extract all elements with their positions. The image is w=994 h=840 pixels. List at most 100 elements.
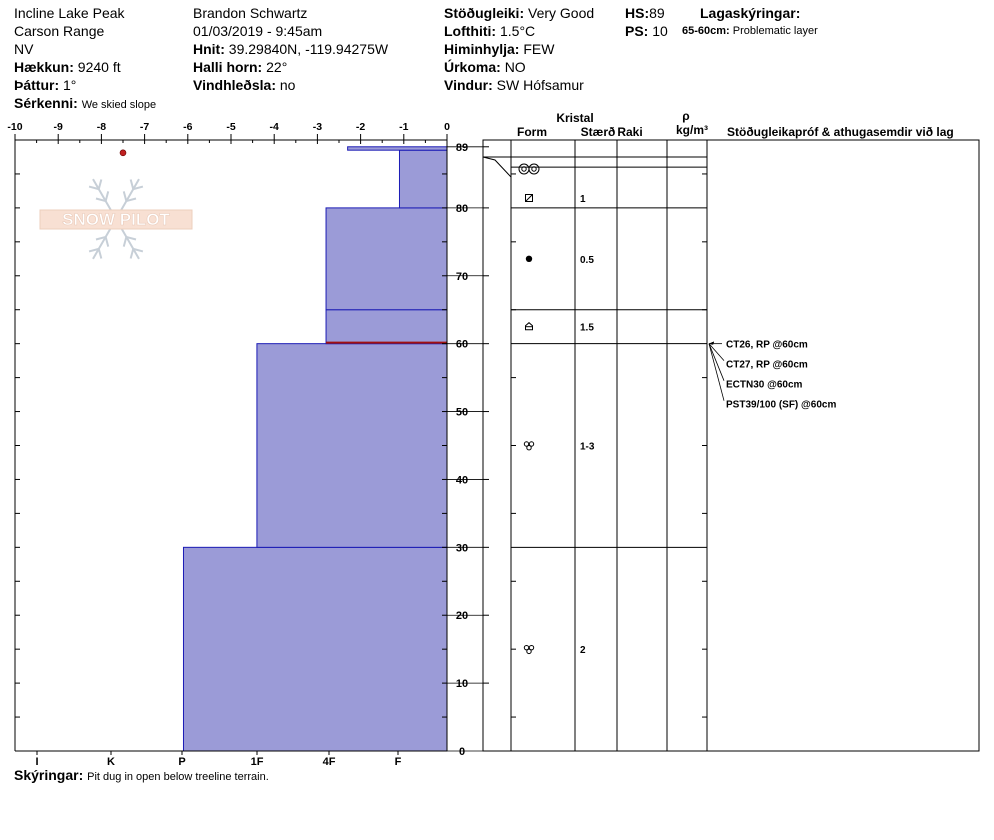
stability-test-label: PST39/100 (SF) @60cm bbox=[726, 400, 836, 411]
height-tick-label: 80 bbox=[456, 203, 468, 215]
hardness-tick-label: I bbox=[35, 756, 38, 768]
flake-branch bbox=[97, 179, 103, 190]
elevation: Hækkun: 9240 ft bbox=[14, 59, 121, 75]
melt-form-icon bbox=[523, 644, 535, 655]
hardness-bar bbox=[398, 149, 448, 209]
faceted-rounded-icon bbox=[525, 194, 533, 202]
density-symbol-header: ρ bbox=[682, 109, 689, 123]
layer-note: 65-60cm: Problematic layer bbox=[682, 25, 818, 37]
height-tick-label: 30 bbox=[456, 542, 468, 554]
flake-branch bbox=[104, 191, 110, 202]
hardness-bar bbox=[347, 146, 448, 151]
icon-ring bbox=[526, 445, 532, 451]
wind-loading: Vindhleðsla: no bbox=[193, 77, 296, 93]
stability-test-label: CT26, RP @60cm bbox=[726, 340, 808, 351]
footer-notes-text: Pit dug in open below treeline terrain. bbox=[87, 771, 269, 783]
top-tick-label: -8 bbox=[97, 121, 106, 133]
logo-banner bbox=[39, 209, 193, 230]
footer-notes-label: Skýringar: bbox=[14, 767, 84, 783]
layer-notes-label: Lagaskýringar: bbox=[700, 5, 801, 21]
stability-test-arrow bbox=[709, 341, 714, 345]
layer-connector bbox=[482, 156, 512, 178]
flake-branch bbox=[129, 248, 135, 259]
hardness-tick-label: P bbox=[178, 756, 185, 768]
height-tick-label: 10 bbox=[456, 678, 468, 690]
top-tick-label: -4 bbox=[270, 121, 279, 133]
header-depths: HS:89 PS: 10 bbox=[625, 4, 668, 40]
icon-ring bbox=[528, 644, 535, 651]
hardness-tick-label: K bbox=[107, 756, 115, 768]
top-tick-label: -10 bbox=[7, 121, 22, 133]
flake-branch bbox=[126, 197, 137, 203]
height-tick-label: 40 bbox=[456, 474, 468, 486]
air-temp: Lofthiti: 1.5°C bbox=[444, 23, 536, 39]
aspect: Þáttur: 1° bbox=[14, 77, 77, 93]
height-tick-label: 50 bbox=[456, 407, 468, 419]
top-tick-label: -2 bbox=[356, 121, 365, 133]
layer-table-frame bbox=[482, 139, 980, 752]
top-tick-label: 0 bbox=[444, 121, 450, 133]
flake-branch bbox=[97, 248, 103, 259]
hardness-bar bbox=[325, 207, 448, 311]
top-tick-label: -5 bbox=[226, 121, 235, 133]
stability-test-label: CT27, RP @60cm bbox=[726, 360, 808, 371]
hardness-bar bbox=[325, 309, 448, 345]
height-tick-label: 0 bbox=[459, 746, 465, 758]
flake-branch bbox=[129, 179, 135, 190]
size-header: Stærð bbox=[581, 125, 616, 139]
precip-icon bbox=[518, 163, 540, 175]
flake-branch bbox=[95, 197, 106, 203]
height-tick-label: 89 bbox=[456, 142, 468, 154]
header-middle: Brandon Schwartz 01/03/2019 - 9:45am Hni… bbox=[193, 4, 388, 94]
specifics: Sérkenni: We skied slope bbox=[14, 95, 157, 111]
stability-test-label: ECTN30 @60cm bbox=[726, 380, 803, 391]
melt-form-icon bbox=[523, 441, 535, 451]
header-left: Incline Lake Peak Carson Range NV Hækkun… bbox=[14, 4, 156, 114]
icon-dot bbox=[525, 255, 533, 263]
flake-branch bbox=[132, 247, 144, 253]
flake-branch bbox=[122, 236, 128, 247]
icon-ring bbox=[523, 441, 530, 447]
wind: Vindur: SW Hófsamur bbox=[444, 77, 584, 93]
icon-diag bbox=[525, 194, 533, 202]
flake-branch bbox=[88, 185, 100, 191]
icon-square bbox=[525, 194, 533, 202]
datetime: 01/03/2019 - 9:45am bbox=[193, 23, 323, 39]
icon-ring bbox=[521, 166, 527, 172]
precipitation: Úrkoma: NO bbox=[444, 59, 526, 75]
icon-ring bbox=[528, 163, 540, 175]
stability-test-pointer bbox=[708, 343, 725, 381]
hardness-bar bbox=[256, 343, 448, 548]
hardness-bar bbox=[182, 546, 448, 752]
sky-cover: Himinhylja: FEW bbox=[444, 41, 555, 57]
layer-size-label: 1 bbox=[580, 194, 586, 205]
density-unit-header: kg/m³ bbox=[676, 123, 708, 137]
hardness-tick-label: F bbox=[395, 756, 402, 768]
coordinates: Hnit: 39.29840N, -119.94275W bbox=[193, 41, 389, 57]
location: Incline Lake Peak bbox=[14, 5, 125, 21]
top-tick-label: -6 bbox=[183, 121, 192, 133]
stability: Stöðugleiki: Very Good bbox=[444, 5, 595, 21]
icon-ring bbox=[528, 441, 535, 447]
rounded-icon bbox=[525, 255, 533, 263]
layer-size-label: 1.5 bbox=[580, 323, 594, 334]
stability-test-pointer bbox=[708, 343, 725, 361]
observer: Brandon Schwartz bbox=[193, 5, 308, 21]
hs: HS:89 bbox=[625, 5, 665, 21]
height-tick-label: 20 bbox=[456, 610, 468, 622]
flake-branch bbox=[88, 247, 100, 253]
layer-size-label: 1-3 bbox=[580, 442, 595, 453]
icon-ring bbox=[531, 166, 537, 172]
logo-text: SNOW PILOT bbox=[62, 210, 170, 229]
snowpilot-logo: SNOW PILOT bbox=[39, 178, 193, 260]
ps: PS: 10 bbox=[625, 23, 668, 39]
air-temp-point bbox=[119, 149, 127, 157]
flake-branch bbox=[95, 235, 106, 241]
flake-branch bbox=[126, 235, 137, 241]
flake-branch bbox=[122, 191, 128, 202]
icon-ring bbox=[523, 644, 530, 651]
top-tick-label: -3 bbox=[313, 121, 322, 133]
layer-size-label: 0.5 bbox=[580, 255, 594, 266]
flake-branch bbox=[132, 185, 144, 191]
